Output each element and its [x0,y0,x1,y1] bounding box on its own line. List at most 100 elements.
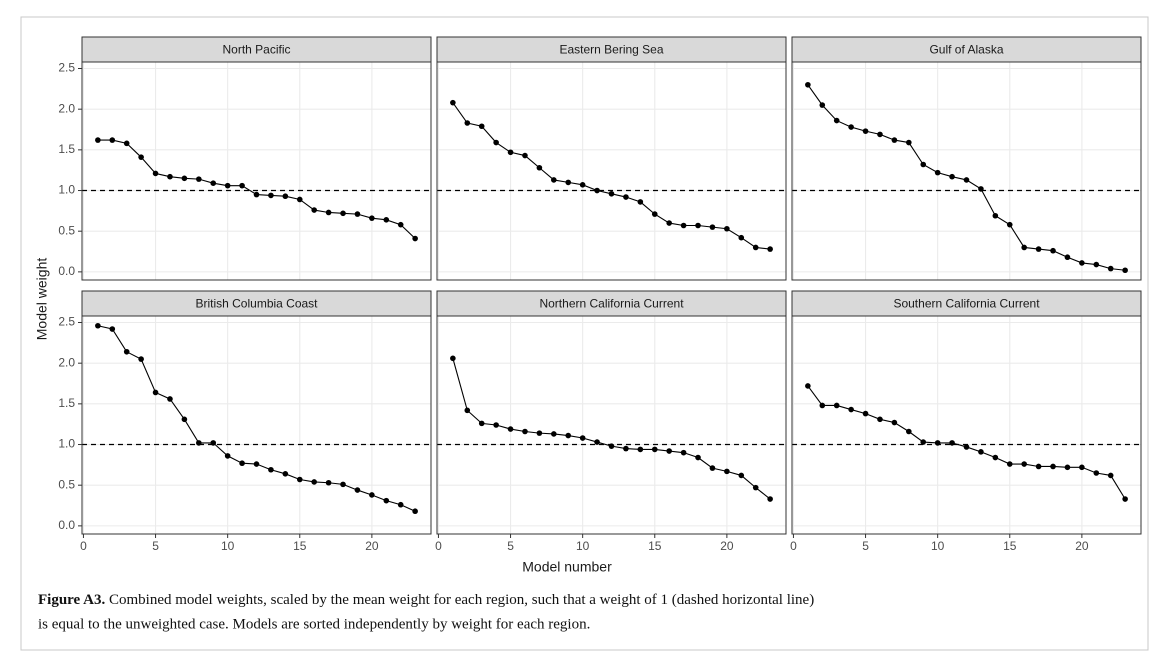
point [340,481,346,488]
caption: Figure A3. Combined model weights, scale… [38,592,814,608]
point [579,182,586,188]
point [1050,463,1056,470]
point [594,439,600,445]
x-tick-label: 5 [152,539,159,553]
point [767,246,773,252]
point [877,131,883,138]
point [709,224,716,230]
point [695,454,701,461]
point [565,432,572,439]
point [651,446,658,453]
point [412,235,418,242]
panel-title: Northern California Current [539,297,684,311]
point [934,440,941,446]
point [1006,221,1013,228]
panel [437,62,786,280]
point [536,430,543,436]
point [493,139,499,146]
point [752,244,759,251]
point [934,169,941,176]
point [224,182,231,189]
point [752,484,759,491]
y-tick-label: 1.0 [58,183,75,197]
point [877,416,883,423]
x-tick-label: 20 [720,539,734,553]
point [311,479,317,485]
point [253,461,260,467]
point [978,186,984,192]
point [805,81,811,88]
x-tick-label: 10 [221,539,235,553]
point [196,176,202,182]
x-tick-label: 10 [931,539,945,553]
point [196,440,202,446]
point [167,173,173,180]
point [167,396,173,402]
caption-text: Combined model weights, scaled by the me… [109,592,814,608]
point [724,468,730,475]
point [906,428,912,435]
point [354,211,361,217]
point [325,209,332,216]
point [963,444,970,450]
y-tick-label: 1.0 [58,437,75,451]
point [623,445,629,452]
panel-border [791,315,1142,535]
point [1035,463,1042,470]
point [450,355,456,362]
point [623,194,629,200]
point [536,164,543,171]
point [369,492,375,498]
point [152,389,159,396]
strip [436,36,787,63]
point [397,501,404,508]
point [551,177,557,183]
point [138,154,144,160]
x-tick-label: 15 [293,539,307,553]
point [493,422,499,428]
x-tick-label: 15 [1003,539,1017,553]
point [949,173,955,180]
point [268,192,274,199]
point [992,454,999,461]
point [1064,464,1071,471]
y-axis-label: Model weight [34,258,50,341]
point [906,139,912,146]
point [383,497,390,504]
point [181,175,188,182]
point [369,215,375,221]
strip [81,290,432,317]
point [1050,247,1056,254]
x-tick-label: 5 [507,539,514,553]
point [608,443,615,449]
y-tick-label: 0.0 [58,264,75,278]
point [695,222,701,229]
point [920,161,927,168]
point [1006,461,1013,467]
point [833,402,840,409]
point [478,123,485,130]
point [478,420,485,427]
point [767,496,773,502]
point [819,402,826,409]
point [1093,261,1100,268]
point [268,466,274,473]
panel-title: Gulf of Alaska [929,43,1003,57]
y-tick-label: 2.5 [58,315,75,329]
point [963,177,970,183]
x-tick-label: 0 [435,539,442,553]
point [282,471,289,477]
x-tick-label: 5 [862,539,869,553]
point [891,137,898,143]
caption-label: Figure A3. [38,592,105,608]
point [551,431,557,437]
point [296,196,303,203]
y-tick-label: 2.5 [58,61,75,75]
strip [791,36,1142,63]
point [1079,260,1085,266]
panel-title: Eastern Bering Sea [559,43,663,57]
panel-border [81,315,432,535]
point [464,120,471,126]
x-tick-label: 0 [80,539,87,553]
